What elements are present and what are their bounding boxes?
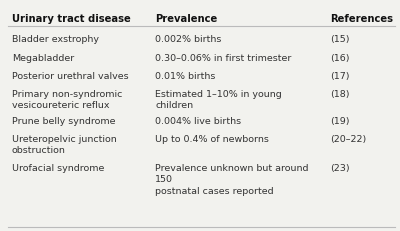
Text: Primary non-syndromic
vesicoureteric reflux: Primary non-syndromic vesicoureteric ref…	[12, 90, 122, 110]
Text: Estimated 1–10% in young
children: Estimated 1–10% in young children	[155, 90, 282, 110]
Text: 0.30–0.06% in first trimester: 0.30–0.06% in first trimester	[155, 54, 291, 63]
Text: Megabladder: Megabladder	[12, 54, 74, 63]
Text: Prevalence unknown but around
150
postnatal cases reported: Prevalence unknown but around 150 postna…	[155, 163, 308, 195]
Text: (15): (15)	[330, 35, 350, 44]
Text: Urofacial syndrome: Urofacial syndrome	[12, 163, 104, 172]
Text: (18): (18)	[330, 90, 350, 99]
Text: Up to 0.4% of newborns: Up to 0.4% of newborns	[155, 134, 269, 143]
Text: (23): (23)	[330, 163, 350, 172]
Text: Prevalence: Prevalence	[155, 14, 217, 24]
Text: 0.002% births: 0.002% births	[155, 35, 221, 44]
Text: Urinary tract disease: Urinary tract disease	[12, 14, 131, 24]
Text: (20–22): (20–22)	[330, 134, 366, 143]
Text: Posterior urethral valves: Posterior urethral valves	[12, 72, 129, 81]
Text: Bladder exstrophy: Bladder exstrophy	[12, 35, 99, 44]
Text: 0.01% births: 0.01% births	[155, 72, 215, 81]
Text: 0.004% live births: 0.004% live births	[155, 116, 241, 125]
Text: (17): (17)	[330, 72, 350, 81]
Text: Ureteropelvic junction
obstruction: Ureteropelvic junction obstruction	[12, 134, 117, 155]
Text: (19): (19)	[330, 116, 350, 125]
Text: Prune belly syndrome: Prune belly syndrome	[12, 116, 116, 125]
Text: References: References	[330, 14, 393, 24]
Text: (16): (16)	[330, 54, 350, 63]
